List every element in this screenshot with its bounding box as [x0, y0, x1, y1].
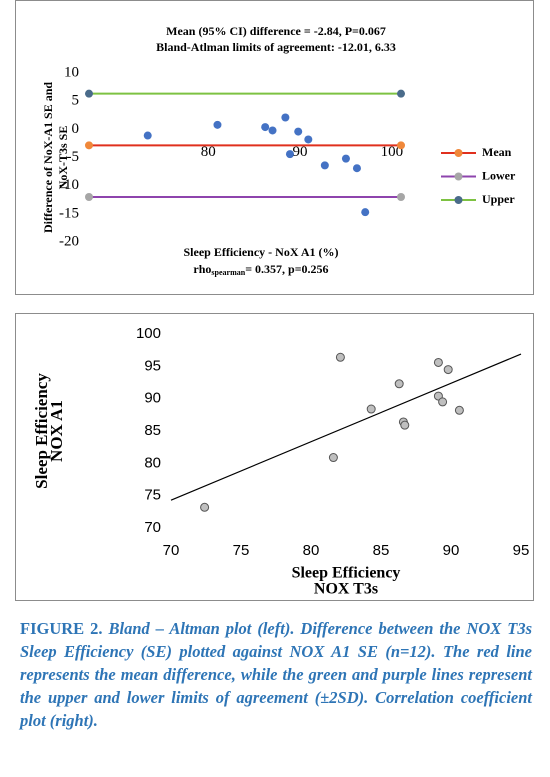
x-tick-label: 80	[303, 542, 320, 559]
x-tick-label: 100	[381, 144, 404, 160]
stat-label-part: spearman	[211, 268, 245, 277]
x-tick-label: 85	[373, 542, 390, 559]
y-axis-label: NOX A1	[47, 400, 66, 462]
legend-marker	[454, 172, 463, 181]
correlation-chart: 70 75 80 85 90 95 100 70 75 80 85 90 95 Sleep Efficie…	[15, 313, 534, 601]
x-tick-label: 80	[201, 144, 216, 160]
legend-label: Mean	[482, 145, 512, 159]
line-marker	[397, 141, 405, 150]
line-marker	[397, 89, 405, 98]
x-tick-label: 70	[163, 542, 180, 559]
data-point	[433, 357, 443, 367]
y-tick-label: -5	[67, 149, 80, 165]
y-tick-label: 100	[136, 325, 161, 342]
data-point	[335, 352, 345, 362]
legend-label: Lower	[482, 168, 516, 182]
x-tick-label: 90	[293, 144, 308, 160]
data-point	[320, 161, 329, 170]
y-tick-label: 70	[144, 519, 161, 536]
bland-altman-chart: Mean (95% CI) difference = -2.84, P=0.06…	[15, 0, 534, 295]
x-tick-label: 75	[233, 542, 250, 559]
figure-caption: FIGURE 2. Bland – Altman plot (left). Di…	[20, 617, 532, 732]
y-axis-label: NoX-T3s SE	[56, 126, 70, 190]
line-marker	[85, 89, 93, 98]
data-point	[394, 379, 404, 389]
data-point	[328, 453, 338, 463]
stat-label-part: rho	[193, 262, 211, 276]
x-axis-label: Sleep Efficiency - NoX A1 (%)	[184, 245, 339, 259]
caption-label: FIGURE 2.	[20, 619, 103, 638]
data-point	[200, 502, 210, 512]
data-point	[400, 420, 410, 430]
data-point	[261, 123, 270, 132]
y-tick-label: 80	[144, 454, 161, 471]
y-axis-label: Sleep Efficiency	[32, 373, 51, 489]
data-point	[438, 397, 448, 407]
y-tick-label: 85	[144, 422, 161, 439]
legend-label: Upper	[482, 192, 515, 206]
line-marker	[397, 192, 405, 201]
x-tick-label: 95	[513, 542, 530, 559]
legend-marker	[454, 196, 463, 204]
line-marker	[85, 192, 93, 201]
y-tick-label: 0	[72, 121, 80, 137]
reference-line	[170, 353, 522, 501]
y-tick-label: 75	[144, 487, 161, 504]
data-point	[341, 154, 350, 163]
data-point	[213, 120, 222, 129]
y-tick-label: -20	[59, 233, 79, 249]
data-point	[143, 131, 152, 140]
data-point	[304, 135, 313, 144]
x-tick-label: 90	[443, 542, 460, 559]
chart-title: Mean (95% CI) difference = -2.84, P=0.06…	[166, 24, 386, 38]
y-tick-label: -15	[59, 205, 79, 221]
data-point	[268, 126, 277, 135]
data-point	[285, 150, 294, 159]
y-tick-label: 90	[144, 390, 161, 407]
x-axis-label: Sleep Efficiency	[292, 565, 401, 582]
data-point	[281, 113, 290, 122]
x-axis-label: NOX T3s	[314, 581, 378, 598]
stat-label: rhospearman= 0.357, p=0.256	[193, 262, 328, 277]
y-axis-label: Difference of NoX-A1 SE and	[41, 82, 55, 233]
y-tick-label: 5	[72, 93, 80, 109]
data-point	[294, 127, 303, 136]
data-point	[361, 208, 370, 217]
line-marker	[85, 141, 93, 150]
y-tick-label: 95	[144, 357, 161, 374]
data-point	[366, 404, 376, 414]
data-point	[352, 164, 361, 173]
chart-subtitle: Bland-Atlman limits of agreement: -12.01…	[156, 40, 396, 54]
caption-text: Bland – Altman plot (left). Difference b…	[20, 619, 533, 730]
stat-label-part: = 0.357, p=0.256	[245, 262, 328, 276]
data-point	[454, 405, 464, 415]
y-tick-label: 10	[64, 64, 79, 80]
y-tick-label: -10	[59, 177, 79, 193]
data-point	[443, 365, 453, 375]
legend-marker	[454, 149, 463, 157]
